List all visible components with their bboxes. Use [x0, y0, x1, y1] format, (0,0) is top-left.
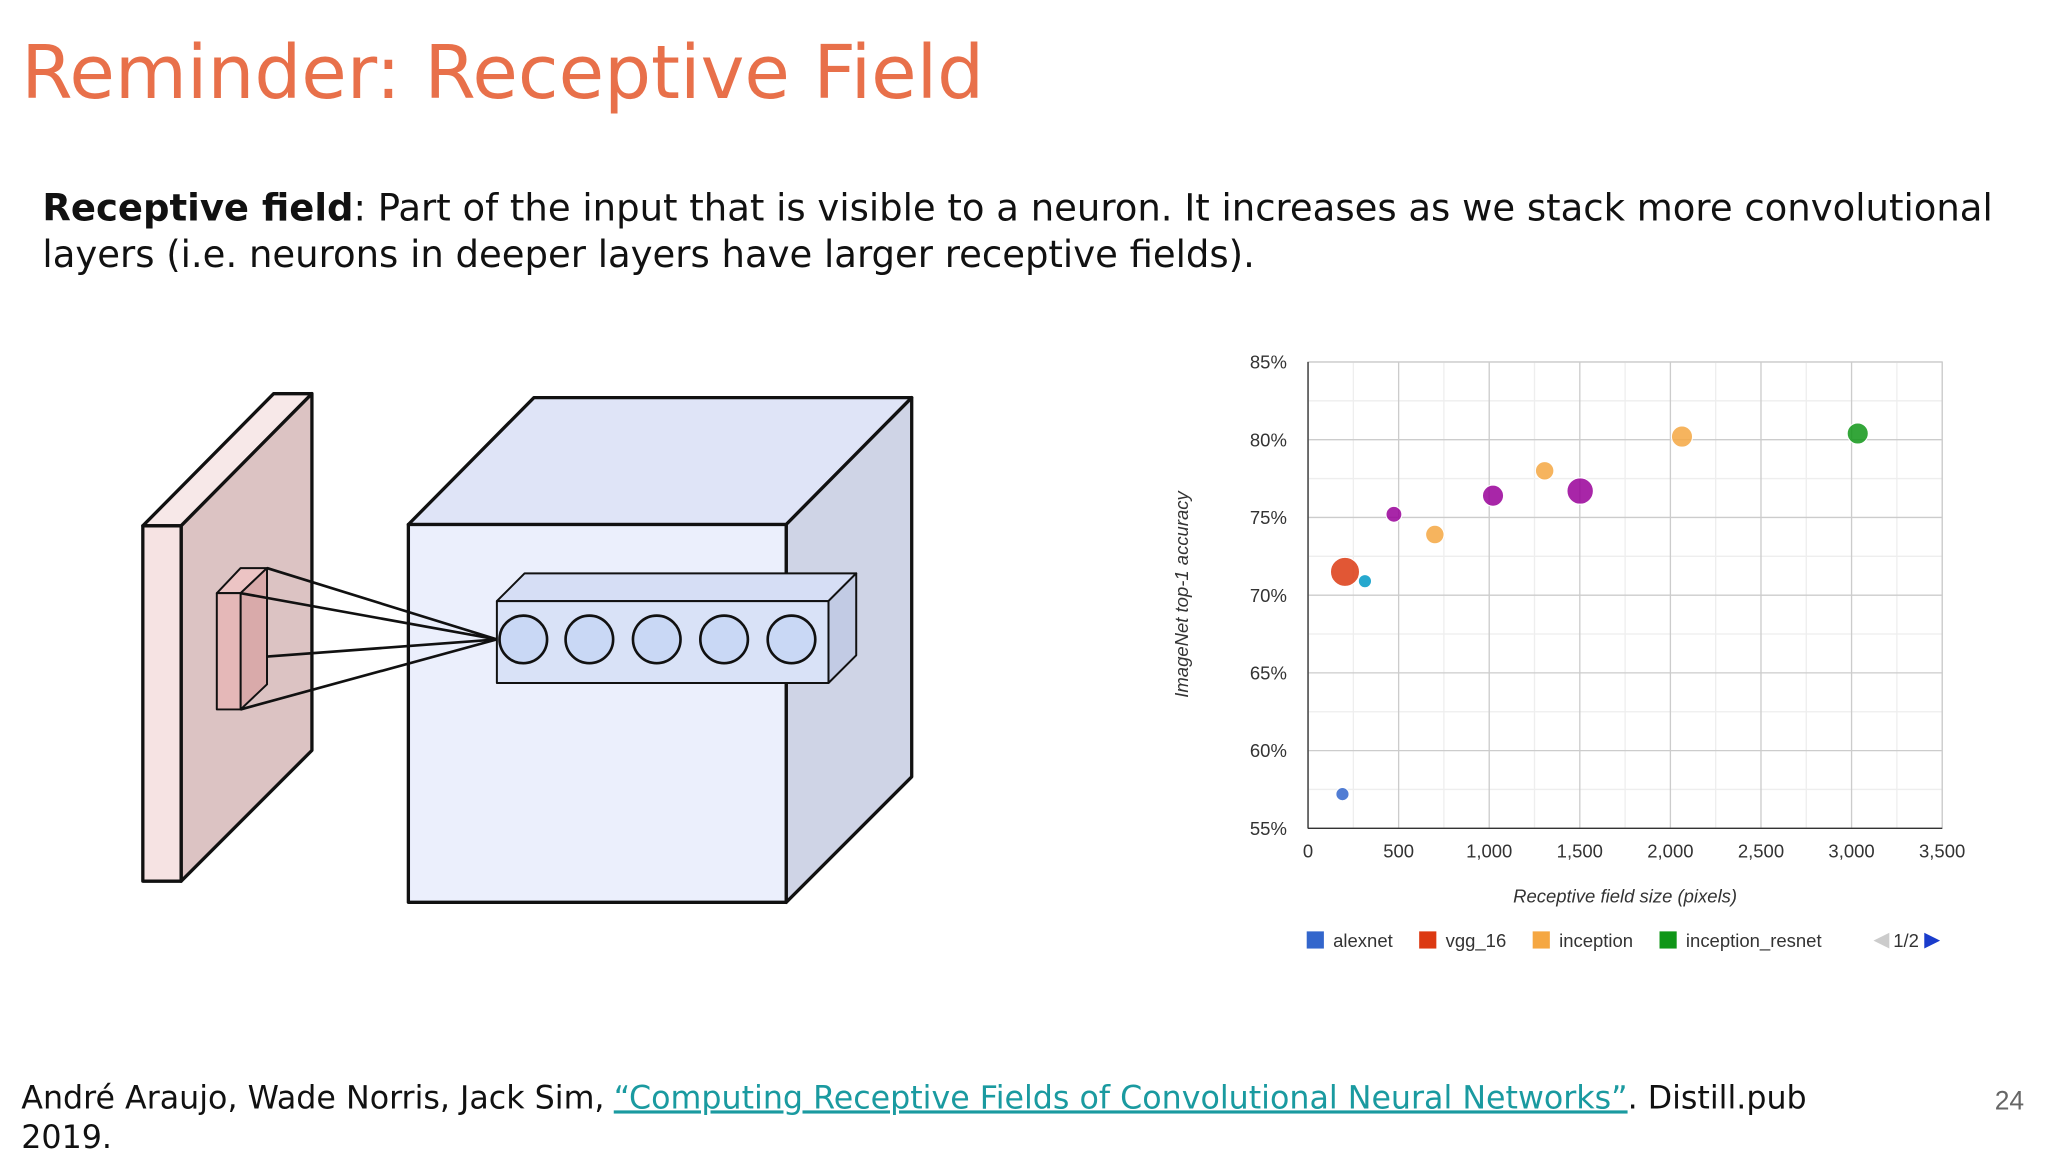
legend-swatch: [1306, 931, 1324, 949]
authors: André Araujo, Wade Norris, Jack Sim,: [21, 1080, 604, 1116]
legend-swatch: [1419, 931, 1437, 949]
data-point: [1481, 484, 1505, 507]
slide-title: Reminder: Receptive Field: [21, 30, 984, 116]
y-axis-label: ImageNet top-1 accuracy: [1171, 489, 1192, 697]
citation: André Araujo, Wade Norris, Jack Sim, “Com…: [21, 1080, 1806, 1116]
y-tick-label: 65%: [1250, 662, 1287, 683]
data-point: [1566, 477, 1594, 505]
venue: . Distill.pub: [1628, 1080, 1807, 1116]
x-tick-label: 1,500: [1557, 840, 1603, 861]
page-number: 24: [1995, 1086, 2024, 1116]
y-tick-label: 55%: [1250, 818, 1287, 839]
x-tick-label: 2,500: [1738, 840, 1784, 861]
scatter-chart: Receptive field size (pixels) ImageNet t…: [1171, 352, 1965, 953]
body-line: layers (i.e. neurons in deeper layers ha…: [42, 233, 1254, 276]
y-tick-label: 75%: [1250, 507, 1287, 528]
data-point: [1329, 556, 1361, 587]
citation-year: 2019.: [21, 1120, 112, 1152]
legend-prev: [1873, 932, 1890, 949]
y-tick-label: 70%: [1250, 585, 1287, 606]
x-axis-label: Receptive field size (pixels): [1513, 885, 1737, 906]
term: Receptive field: [42, 187, 353, 230]
y-tick-label: 60%: [1250, 740, 1287, 761]
data-point: [1357, 574, 1373, 589]
legend-next: [1924, 932, 1941, 949]
data-point: [1670, 425, 1694, 448]
y-tick-label: 80%: [1250, 429, 1287, 450]
definition: : Part of the input that is visible to a…: [354, 187, 1993, 230]
data-point: [1385, 505, 1403, 523]
legend-label: inception: [1559, 930, 1633, 951]
x-tick-label: 1,000: [1466, 840, 1512, 861]
x-tick-label: 3,000: [1828, 840, 1874, 861]
data-point: [1425, 524, 1445, 545]
legend-label: inception_resnet: [1686, 930, 1822, 952]
x-tick-label: 500: [1383, 840, 1414, 861]
legend-swatch: [1532, 931, 1550, 949]
legend-label: vgg_16: [1446, 930, 1507, 952]
x-tick-label: 2,000: [1647, 840, 1693, 861]
data-point: [1534, 461, 1555, 481]
body-line: Receptive field: Part of the input that …: [42, 187, 1992, 230]
citation-link[interactable]: “Computing Receptive Fields of Convoluti…: [614, 1080, 1628, 1116]
y-tick-label: 85%: [1250, 352, 1287, 373]
legend-swatch: [1659, 931, 1677, 949]
data-point: [1846, 422, 1869, 445]
receptive-field-diagram: [141, 392, 914, 904]
x-tick-label: 3,500: [1919, 840, 1965, 861]
legend-page: 1/2: [1893, 930, 1919, 951]
x-tick-label: 0: [1303, 840, 1313, 861]
legend-label: alexnet: [1333, 930, 1393, 951]
data-point: [1335, 786, 1350, 802]
